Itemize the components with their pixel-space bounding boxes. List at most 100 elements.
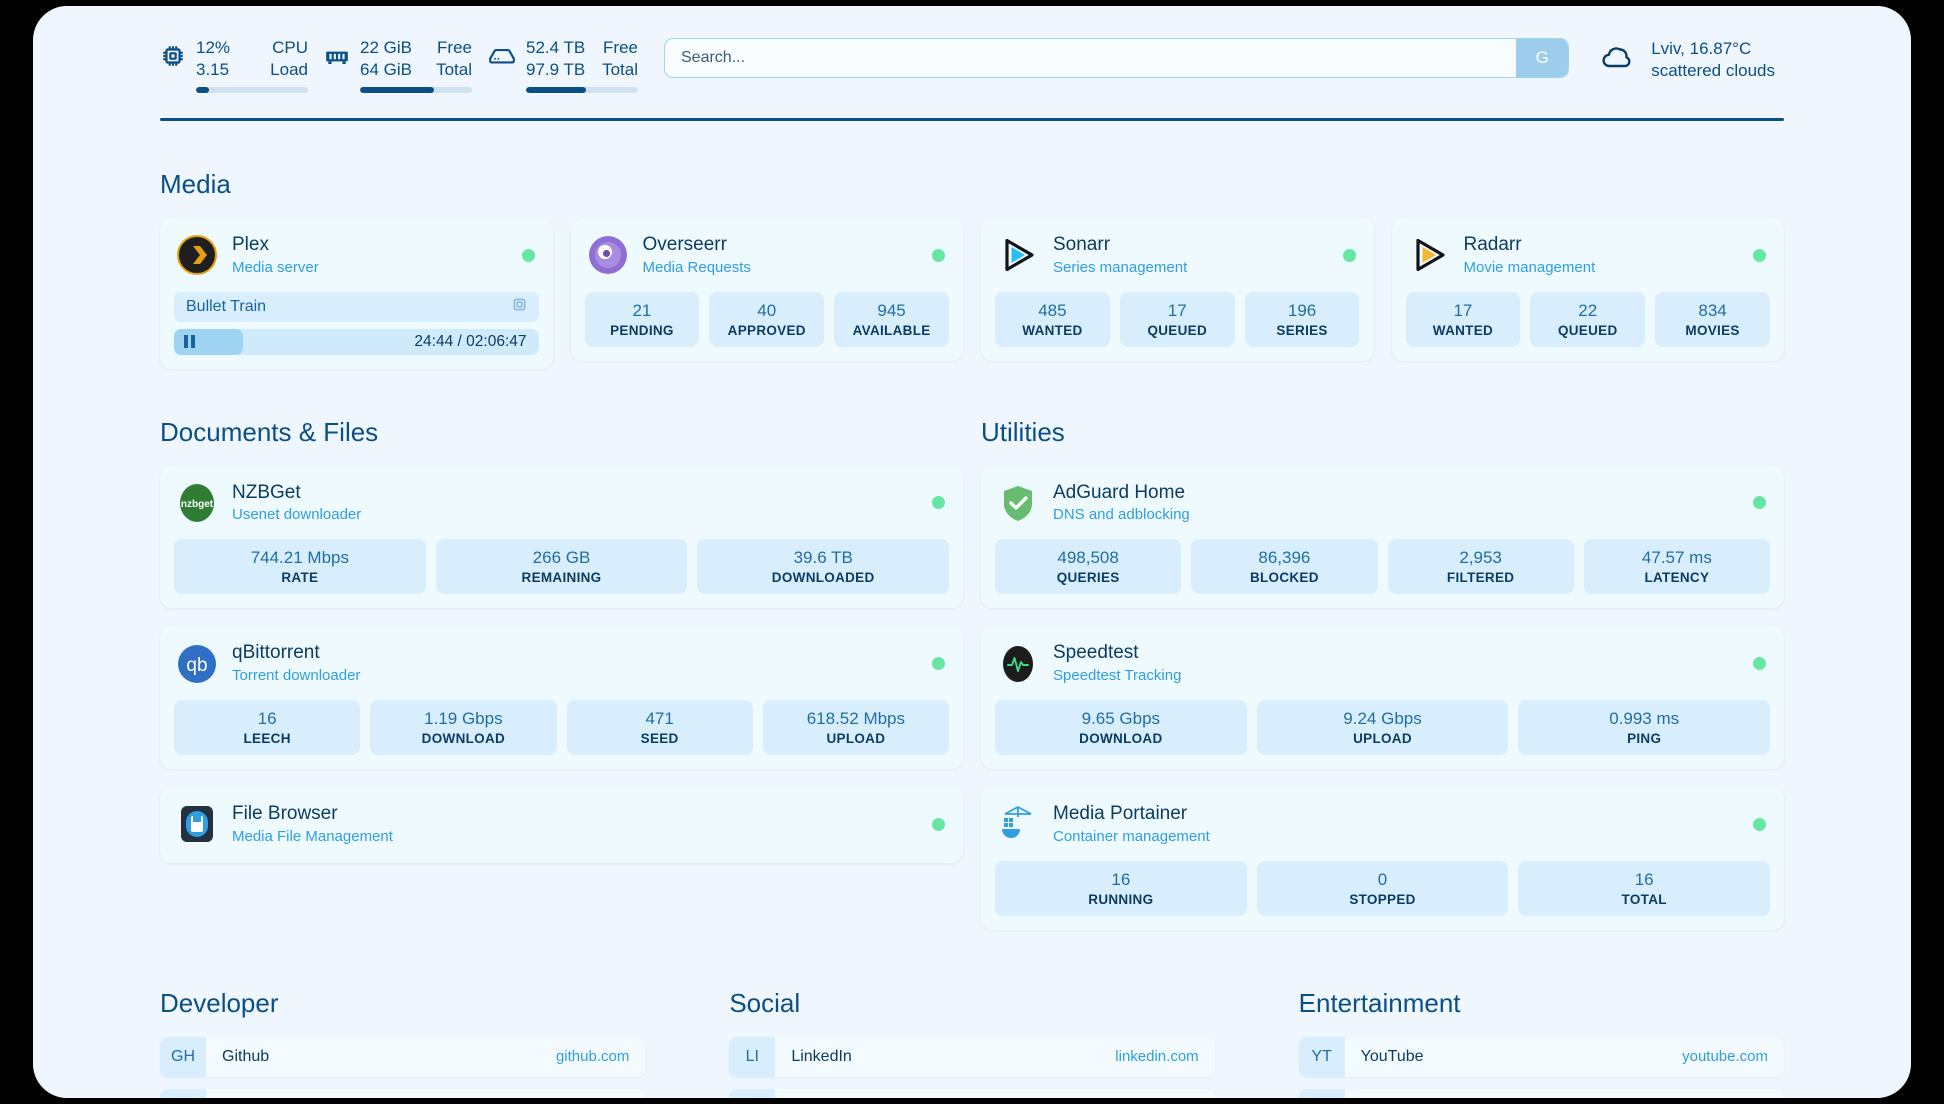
disk-total-value: 97.9 TB xyxy=(526,60,586,79)
now-playing-title-bar[interactable]: Bullet Train xyxy=(174,291,539,322)
stat-value: 0 xyxy=(1377,869,1388,889)
service-card[interactable]: Media Portainer Container management 16 RUN… xyxy=(981,787,1784,930)
card-service-name: NZBGet xyxy=(232,481,301,503)
stat-tile[interactable]: 196 SERIES xyxy=(1244,291,1360,347)
bookmark-item[interactable]: NFNetflixnetflix.com xyxy=(1298,1088,1784,1098)
card-service-subtitle: Series management xyxy=(1053,258,1188,276)
service-card[interactable]: qb qBittorrent Torrent downloader 16 LEECH 1.… xyxy=(160,626,963,769)
stat-tile[interactable]: 9.24 Gbps UPLOAD xyxy=(1256,699,1509,755)
pause-icon[interactable] xyxy=(184,335,195,348)
service-card[interactable]: File Browser Media File Management xyxy=(160,787,963,863)
stat-label: LATENCY xyxy=(1644,570,1710,586)
system-stat-memory: 22 GiB Free 64 GiB Total xyxy=(324,37,472,93)
speedtest-logo xyxy=(997,643,1039,685)
bookmark-group-title: Social xyxy=(729,987,801,1018)
disk-total-label: Total xyxy=(602,60,638,79)
service-card[interactable]: Radarr Movie management 17 WANTED 22 QUEUED 83… xyxy=(1391,218,1784,361)
bookmark-url: stackoverflow.com xyxy=(507,1089,646,1098)
stat-tile[interactable]: 834 MOVIES xyxy=(1655,291,1770,347)
main-content: Media Plex Media server Bullet Train 24:44 … xyxy=(33,169,1911,1098)
stat-label: PING xyxy=(1627,731,1662,746)
adguard-logo xyxy=(997,482,1039,524)
stat-tile[interactable]: 744.21 Mbps RATE xyxy=(174,539,426,595)
stat-label: BLOCKED xyxy=(1249,570,1319,586)
stat-tile[interactable]: 39.6 TB DOWNLOADED xyxy=(697,539,950,595)
stat-value: 40 xyxy=(757,300,777,320)
stat-tile[interactable]: 266 GB REMAINING xyxy=(435,539,688,595)
service-card[interactable]: Sonarr Series management 485 WANTED 17 QUEUED… xyxy=(981,218,1374,361)
service-card[interactable]: AdGuard Home DNS and adblocking 498,508 QUE… xyxy=(981,465,1784,609)
stat-tile[interactable]: 471 SEED xyxy=(566,699,753,755)
memory-free-value: 22 GiB xyxy=(360,38,412,58)
dashboard-window: 12% CPU 3.15 Load xyxy=(33,6,1911,1098)
stat-tile[interactable]: 1.19 Gbps DOWNLOAD xyxy=(370,699,557,755)
stat-tile[interactable]: 17 WANTED xyxy=(1405,291,1521,347)
weather-location-temperature: Lviv, 16.87°C xyxy=(1651,39,1752,58)
card-service-name: AdGuard Home xyxy=(1053,481,1186,503)
stat-tile[interactable]: 2,953 FILTERED xyxy=(1387,539,1574,595)
bookmark-group: Social LI LinkedIn linkedin.com TWTwittertwi… xyxy=(729,940,1215,1098)
svg-text:qb: qb xyxy=(186,655,207,676)
stat-tile[interactable]: 47.57 ms LATENCY xyxy=(1583,539,1770,595)
stat-label: QUEUED xyxy=(1147,322,1208,338)
card-title-block: Speedtest Speedtest Tracking xyxy=(1053,641,1181,686)
cast-icon[interactable] xyxy=(512,297,527,317)
stat-value: 744.21 Mbps xyxy=(250,548,349,567)
card-service-name: Plex xyxy=(232,234,269,255)
service-card[interactable]: Overseerr Media Requests 21 PENDING 40 APPROV… xyxy=(570,218,963,361)
stat-tile[interactable]: 0.993 ms PING xyxy=(1518,699,1771,755)
disk-usage-bar xyxy=(526,86,638,93)
stat-tile[interactable]: 618.52 Mbps UPLOAD xyxy=(762,699,949,755)
status-indicator-online xyxy=(932,657,945,670)
stat-tile[interactable]: 40 APPROVED xyxy=(709,291,825,347)
stat-tile[interactable]: 21 PENDING xyxy=(584,291,700,347)
bookmark-group-title: Entertainment xyxy=(1298,987,1461,1018)
card-header: Media Portainer Container management xyxy=(995,800,1770,849)
card-service-name: Speedtest xyxy=(1053,642,1139,664)
overseerr-logo xyxy=(587,234,629,276)
stat-tile[interactable]: 945 AVAILABLE xyxy=(834,291,949,347)
search-box[interactable]: G xyxy=(664,38,1570,78)
stat-value: 9.24 Gbps xyxy=(1343,708,1422,728)
stat-tile[interactable]: 16 RUNNING xyxy=(995,860,1247,916)
stat-label: QUEUED xyxy=(1557,322,1618,338)
search-submit-button[interactable]: G xyxy=(1516,39,1569,77)
bookmark-item[interactable]: SOStackOverflowstackoverflow.com xyxy=(160,1088,646,1098)
stat-tile[interactable]: 485 WANTED xyxy=(995,291,1110,347)
stat-label: STOPPED xyxy=(1349,891,1416,907)
bookmark-item[interactable]: YT YouTube youtube.com xyxy=(1298,1036,1784,1077)
memory-usage-bar xyxy=(360,86,472,93)
stat-label: FILTERED xyxy=(1446,570,1515,586)
stat-label: MOVIES xyxy=(1685,322,1740,338)
stat-tile[interactable]: 0 STOPPED xyxy=(1256,860,1509,916)
stat-tile[interactable]: 498,508 QUERIES xyxy=(995,539,1182,595)
stat-value: 498,508 xyxy=(1057,548,1119,567)
stat-label: REMAINING xyxy=(521,570,602,586)
stat-tile[interactable]: 16 LEECH xyxy=(174,699,361,755)
system-stat-cpu: 12% CPU 3.15 Load xyxy=(160,37,308,93)
stat-tile[interactable]: 16 TOTAL xyxy=(1518,860,1771,916)
bookmark-item[interactable]: GH Github github.com xyxy=(160,1036,646,1077)
stat-tile[interactable]: 17 QUEUED xyxy=(1119,291,1235,347)
card-stats-row: 498,508 QUERIES 86,396 BLOCKED 2,953 FILTERED… xyxy=(995,539,1770,595)
now-playing-progress-bar[interactable]: 24:44 / 02:06:47 xyxy=(174,328,539,355)
card-header: Overseerr Media Requests xyxy=(585,231,950,280)
bookmark-list: LI LinkedIn linkedin.com TWTwittertwitter.c… xyxy=(729,1036,1215,1098)
stat-tile[interactable]: 22 QUEUED xyxy=(1530,291,1646,347)
bookmark-name: YouTube xyxy=(1360,1047,1424,1065)
service-card[interactable]: Speedtest Speedtest Tracking 9.65 Gbps DOWN… xyxy=(981,626,1784,769)
service-card[interactable]: Plex Media server Bullet Train 24:44 / 02:0… xyxy=(160,218,553,369)
stat-value: 21 xyxy=(632,300,652,320)
stat-tile[interactable]: 9.65 Gbps DOWNLOAD xyxy=(995,699,1247,755)
card-title-block: Plex Media server xyxy=(232,233,319,278)
status-indicator-online xyxy=(1753,817,1766,831)
status-indicator-online xyxy=(521,248,535,262)
search-input[interactable] xyxy=(665,39,1517,77)
stat-label: DOWNLOAD xyxy=(421,731,506,746)
bookmark-item[interactable]: TWTwittertwitter.com xyxy=(729,1088,1215,1098)
service-card[interactable]: nzbget NZBGet Usenet downloader 744.21 Mbps… xyxy=(160,465,963,609)
card-stats-row: 744.21 Mbps RATE 266 GB REMAINING 39.6 TB DOW… xyxy=(174,539,950,595)
bookmark-item[interactable]: LI LinkedIn linkedin.com xyxy=(729,1036,1215,1077)
stat-value: 266 GB xyxy=(532,548,591,567)
stat-tile[interactable]: 86,396 BLOCKED xyxy=(1191,539,1378,595)
